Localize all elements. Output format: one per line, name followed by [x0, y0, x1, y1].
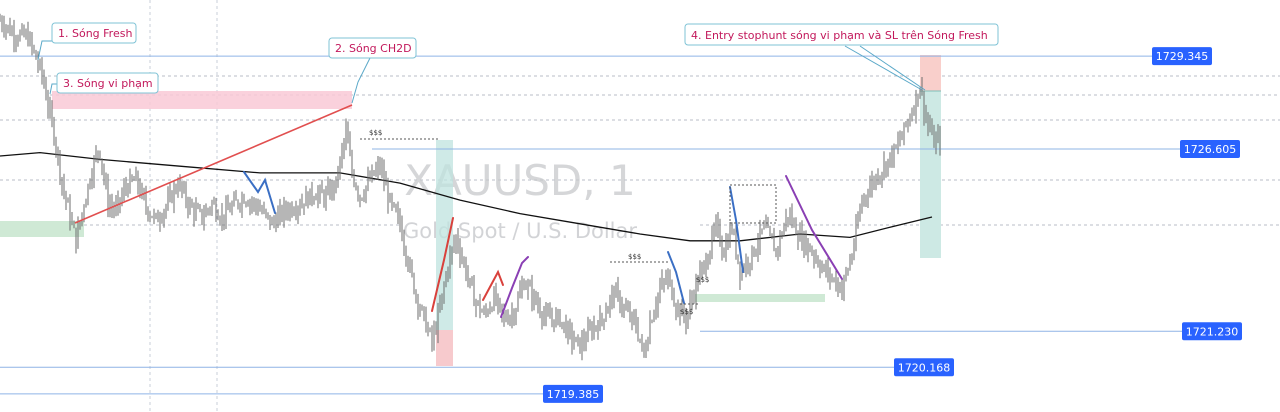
liquidity-mark: $$$: [369, 129, 382, 137]
moving-average-line: [0, 151, 933, 242]
price-tag-label: 1721.230: [1186, 325, 1239, 338]
callout-2: 2. Sóng CH2D: [328, 37, 417, 59]
price-tag[interactable]: 1726.605: [1180, 140, 1240, 159]
liquidity-mark: $$$: [696, 276, 709, 284]
vertical-grid: [149, 0, 218, 412]
price-tag-label: 1719.385: [547, 388, 600, 401]
liquidity-mark: $$$: [628, 253, 641, 261]
callout-connectors: [37, 40, 926, 104]
callout-1: 1. Sóng Fresh: [51, 22, 137, 44]
callout-2-text: 2. Sóng CH2D: [335, 42, 412, 55]
callout-4: 4. Entry stophunt sóng vi phạm và SL trê…: [684, 23, 999, 46]
demand-zone-right: [695, 294, 825, 302]
callout-3-text: 3. Sóng vi phạm: [63, 77, 153, 90]
price-tag[interactable]: 1720.168: [894, 358, 954, 377]
price-tag[interactable]: 1729.345: [1152, 47, 1212, 66]
price-tag[interactable]: 1719.385: [543, 384, 603, 403]
supply-zone: [52, 91, 352, 109]
price-level-lines: [0, 55, 1182, 395]
price-tag-background: [1182, 322, 1242, 341]
long-target-zone: [436, 140, 453, 330]
liquidity-lines: [360, 138, 777, 305]
price-tag-label: 1729.345: [1156, 50, 1209, 63]
wave-segments: [243, 171, 843, 318]
price-tag[interactable]: 1721.230: [1182, 322, 1242, 341]
candles: [0, 13, 941, 361]
price-tag-background: [1180, 140, 1240, 159]
callout-4-text: 4. Entry stophunt sóng vi phạm và SL trê…: [691, 29, 988, 42]
callout-3: 3. Sóng vi phạm: [56, 72, 159, 94]
price-tags: 1729.345 1726.605 1721.230 1720.168 1719.385: [543, 47, 1242, 403]
short-stop-zone: [920, 55, 941, 91]
price-tag-background: [1152, 47, 1212, 66]
price-tag-label: 1726.605: [1184, 143, 1237, 156]
price-tag-label: 1720.168: [898, 361, 951, 374]
liquidity-marks: $$$ $$$ $$$ $$$: [369, 129, 709, 316]
callout-1-text: 1. Sóng Fresh: [58, 27, 132, 40]
liquidity-mark: $$$: [680, 308, 693, 316]
demand-zone-left: [0, 221, 84, 237]
ch2d-trend-line: [74, 104, 353, 224]
price-tag-background: [894, 358, 954, 377]
price-tag-background: [543, 384, 603, 403]
long-stop-zone: [436, 330, 453, 366]
